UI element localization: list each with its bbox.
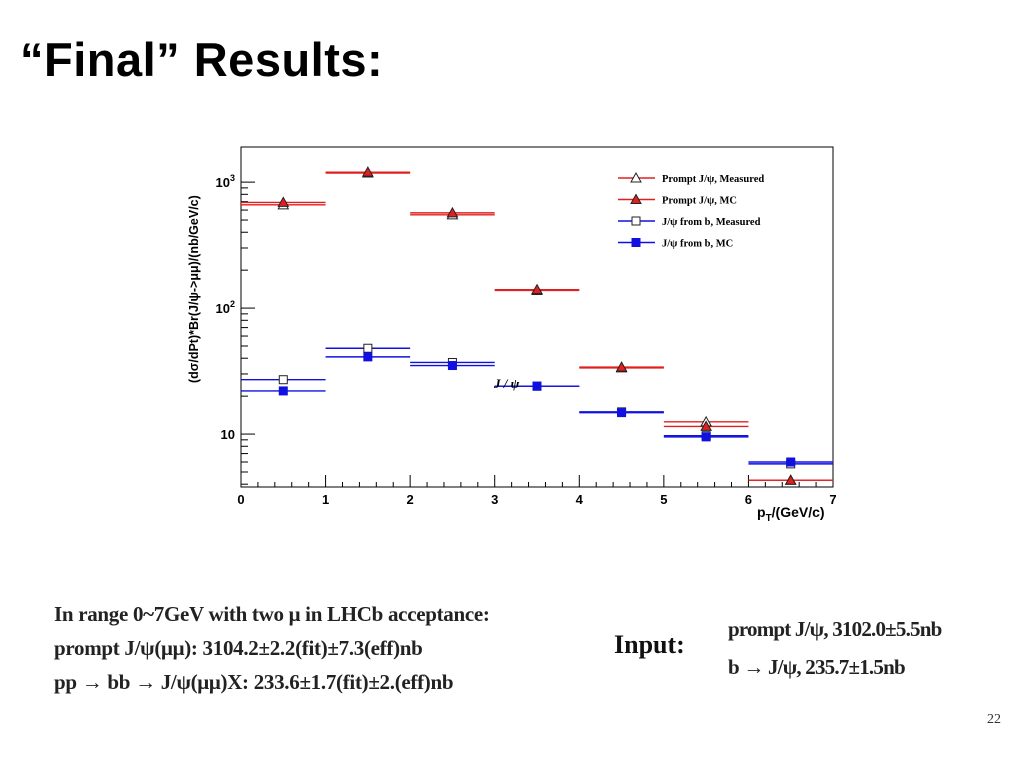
legend-swatch-marker (631, 216, 641, 226)
y-tick-label: 102 (216, 299, 235, 316)
data-point (531, 283, 543, 295)
data-point (447, 361, 457, 371)
legend-swatch-marker (630, 171, 642, 183)
data-point (363, 343, 373, 353)
data-point (617, 408, 627, 418)
x-tick-label: 3 (491, 492, 498, 507)
legend-label: Prompt J/ψ, Measured (662, 174, 764, 185)
slide-title: “Final” Results: (20, 33, 384, 86)
data-point (700, 420, 712, 431)
data-point (278, 375, 288, 385)
input-label: Input: (614, 630, 685, 659)
x-tick-label: 0 (237, 492, 244, 507)
x-tick-label: 4 (576, 492, 584, 507)
notes-line-3: pp → bb → J/ψ(μμ)X: 233.6±1.7(fit)±2.(ef… (54, 670, 454, 694)
data-point (786, 457, 796, 467)
data-point (701, 432, 711, 442)
x-tick-label: 5 (660, 492, 667, 507)
input-line-2: b → J/ψ, 235.7±1.5nb (728, 655, 906, 679)
data-point (362, 166, 374, 177)
data-point (278, 386, 288, 396)
plot-frame (240, 146, 834, 488)
x-tick-label: 6 (745, 492, 752, 507)
results-notes: In range 0~7GeV with two μ in LHCb accep… (54, 597, 490, 699)
y-axis-label: (dσ/dPt)*Br(J/ψ->μμ)/(nb/GeV/c) (187, 195, 201, 383)
data-point (446, 206, 459, 218)
chart-annotation: J / ψ (493, 376, 520, 391)
y-tick-label: 103 (216, 173, 235, 190)
legend-label: Prompt J/ψ, MC (662, 196, 737, 207)
x-axis-label: pT/(GeV/c) (757, 504, 825, 524)
notes-line-1: In range 0~7GeV with two μ in LHCb accep… (54, 602, 490, 626)
legend-label: J/ψ from b, Measured (662, 217, 761, 228)
x-tick-label: 2 (407, 492, 414, 507)
page-number: 22 (987, 712, 1001, 727)
data-point (363, 352, 373, 362)
data-point (615, 361, 628, 372)
y-tick-label: 10 (221, 427, 235, 442)
data-point (532, 381, 542, 391)
results-chart: 0 1 2 3 4 5 6 7 10 102 103 Prompt J/ψ, Measured Pro… (187, 146, 837, 524)
legend-swatch-marker (630, 193, 642, 204)
data-point (277, 196, 290, 207)
x-tick-label: 7 (829, 492, 836, 507)
notes-line-2: prompt J/ψ(μμ): 3104.2±2.2(fit)±7.3(eff)… (54, 636, 423, 660)
input-line-1: prompt J/ψ, 3102.0±5.5nb (728, 617, 942, 641)
input-values: prompt J/ψ, 3102.0±5.5nb b → J/ψ, 235.7±… (728, 610, 942, 686)
data-point (784, 474, 797, 485)
legend-label: J/ψ from b, MC (662, 239, 733, 250)
legend-swatch-marker (631, 238, 641, 247)
x-tick-label: 1 (322, 492, 329, 507)
